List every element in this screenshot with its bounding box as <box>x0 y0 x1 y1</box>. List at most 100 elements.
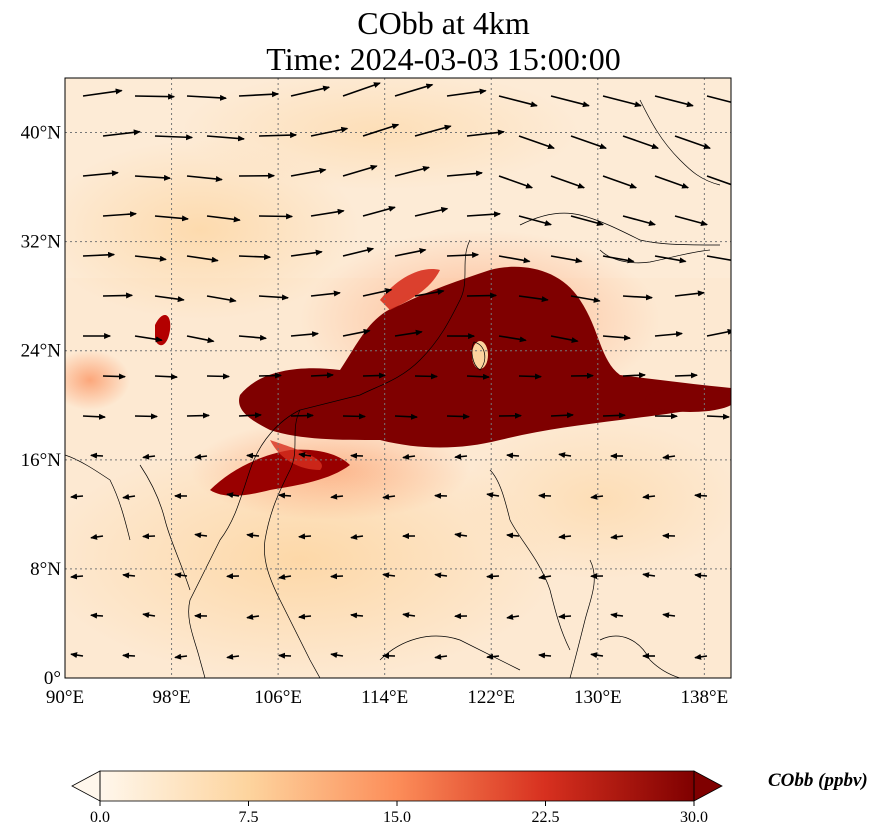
wind-arrow <box>122 652 136 659</box>
wind-arrow <box>654 331 683 338</box>
wind-arrow <box>342 413 366 420</box>
wind-arrow <box>278 652 292 659</box>
wind-arrow <box>454 532 468 539</box>
colorbar-tick-label: 0.0 <box>90 809 110 826</box>
wind-arrow <box>446 170 483 177</box>
wind-arrow <box>694 572 708 579</box>
wind-arrow <box>134 93 176 100</box>
wind-arrow <box>154 134 194 141</box>
wind-arrow <box>498 95 538 108</box>
wind-arrow <box>706 255 731 262</box>
wind-arrow <box>310 208 345 217</box>
wind-arrow <box>394 165 430 177</box>
wind-arrow <box>662 453 676 460</box>
wind-arrow <box>194 453 208 460</box>
wind-arrow <box>134 413 158 420</box>
wind-arrow <box>90 533 104 540</box>
wind-arrow <box>590 493 604 500</box>
wind-arrow <box>70 652 84 659</box>
wind-arrow <box>446 251 480 258</box>
wind-arrow <box>102 211 137 218</box>
wind-arrow <box>446 413 470 420</box>
wind-arrow <box>330 652 344 659</box>
wind-arrow <box>602 175 638 189</box>
wind-arrow <box>174 653 188 660</box>
wind-arrow <box>402 453 416 460</box>
wind-arrow <box>290 167 327 177</box>
wind-arrow <box>310 126 349 137</box>
y-tick-label: 32°N <box>21 232 62 253</box>
wind-arrow <box>290 412 314 419</box>
colorbar-tick-label: 15.0 <box>383 809 411 826</box>
wind-arrow <box>466 292 498 299</box>
wind-arrow <box>498 255 531 264</box>
wind-arrow <box>342 164 378 177</box>
wind-arrow <box>102 129 141 137</box>
colorbar-extend-max <box>693 770 723 802</box>
wind-arrow <box>350 533 364 540</box>
colorbar-tick-label: 22.5 <box>532 809 560 826</box>
wind-arrow <box>558 533 572 540</box>
wind-arrow <box>550 412 574 419</box>
x-tick-label: 106°E <box>254 687 302 708</box>
wind-arrow <box>602 95 642 108</box>
wind-arrow <box>518 135 555 150</box>
wind-arrow <box>466 211 501 218</box>
wind-arrow <box>466 129 505 137</box>
wind-arrow <box>570 135 607 150</box>
wind-arrow <box>622 135 659 150</box>
wind-arrow <box>82 251 116 258</box>
wind-arrow <box>622 215 656 226</box>
wind-arrow <box>142 453 156 460</box>
wind-arrow <box>194 532 208 539</box>
wind-arrow <box>238 91 279 98</box>
wind-arrow <box>498 335 527 343</box>
wind-arrow <box>246 532 260 539</box>
y-tick-label: 8°N <box>30 559 61 580</box>
wind-arrow <box>642 572 656 579</box>
wind-arrow <box>602 334 631 341</box>
wind-arrow <box>486 653 500 660</box>
y-tick-label: 0° <box>44 668 61 689</box>
wind-arrow <box>446 88 487 97</box>
wind-arrow <box>558 613 572 620</box>
wind-arrow <box>394 329 423 337</box>
wind-arrow <box>506 532 520 539</box>
wind-arrow <box>154 295 185 303</box>
wind-arrow <box>486 492 500 499</box>
wind-arrow <box>654 95 694 108</box>
wind-arrow <box>610 533 624 540</box>
wind-arrow <box>90 452 104 459</box>
wind-arrow <box>134 335 163 343</box>
wind-arrow <box>402 612 416 619</box>
x-tick-label: 138°E <box>681 687 729 708</box>
wind-arrow <box>186 255 219 263</box>
wind-arrow <box>186 94 227 101</box>
wind-arrow <box>506 613 520 620</box>
wind-arrow <box>706 413 730 420</box>
wind-arrow <box>622 372 646 379</box>
colorbar-extend-min <box>71 770 101 802</box>
wind-arrow <box>518 215 552 226</box>
wind-arrow <box>330 493 344 500</box>
wind-arrow <box>550 95 590 108</box>
wind-arrow <box>706 95 731 103</box>
wind-arrow <box>310 372 334 379</box>
map-title-line2: Time: 2024-03-03 15:00:00 <box>266 41 621 77</box>
wind-arrow <box>70 573 84 580</box>
wind-arrow <box>506 452 520 459</box>
wind-arrow <box>538 492 552 499</box>
wind-arrow <box>662 612 676 619</box>
y-tick-label: 16°N <box>21 450 62 471</box>
wind-arrow <box>290 249 323 257</box>
colorbar-label: CObb (ppbv) <box>768 770 868 791</box>
wind-arrow <box>142 533 156 540</box>
wind-arrow <box>498 175 534 189</box>
wind-arrow <box>154 215 189 222</box>
wind-arrow <box>186 412 210 419</box>
wind-arrow <box>394 83 434 97</box>
wind-arrow <box>518 295 549 303</box>
wind-arrow <box>674 215 708 226</box>
wind-arrow <box>550 255 583 264</box>
